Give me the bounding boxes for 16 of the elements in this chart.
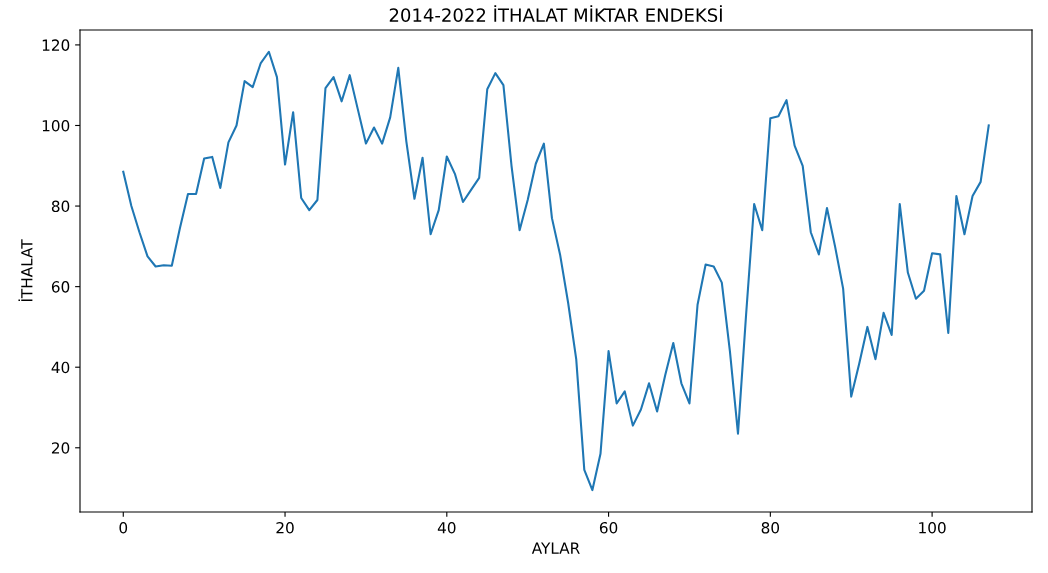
x-tick-label: 60: [599, 521, 618, 534]
x-axis-title: AYLAR: [531, 542, 580, 554]
y-tick-label: 80: [51, 200, 70, 213]
x-tick-label: 40: [437, 521, 456, 534]
x-tick-label: 20: [276, 521, 294, 534]
y-axis-title: İTHALAT: [18, 239, 33, 302]
y-tick-label: 100: [42, 119, 70, 132]
x-tick-label: 100: [919, 521, 946, 534]
chart-title: 2014-2022 İTHALAT MİKTAR ENDEKSİ: [389, 5, 722, 22]
y-tick-label: 20: [51, 442, 70, 454]
y-tick-label: 60: [51, 281, 70, 293]
line-series: [122, 50, 990, 492]
y-tick-label: 120: [42, 39, 70, 51]
x-tick-label: 80: [761, 521, 780, 534]
y-tick-label: 40: [51, 361, 70, 374]
x-tick-label: 0: [119, 521, 128, 534]
